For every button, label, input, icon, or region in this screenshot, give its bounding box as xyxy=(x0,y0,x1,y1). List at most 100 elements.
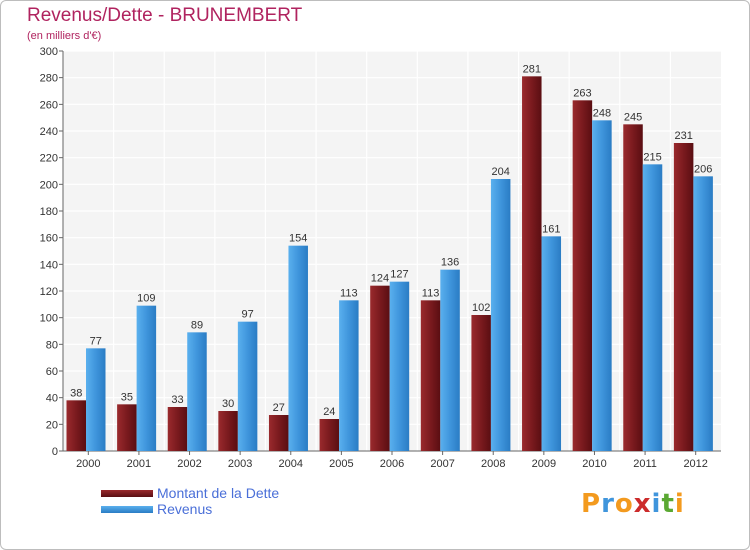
y-tick-label: 40 xyxy=(46,393,58,405)
x-tick-label: 2011 xyxy=(633,458,657,470)
x-tick-label: 2012 xyxy=(683,458,707,470)
y-tick-label: 260 xyxy=(40,99,58,111)
bar-revenus xyxy=(490,179,511,451)
bar-revenus xyxy=(136,305,157,451)
chart-title: Revenus/Dette - BRUNEMBERT xyxy=(27,5,303,26)
data-label: 245 xyxy=(624,111,642,123)
bars xyxy=(66,76,713,452)
x-tick-label: 2004 xyxy=(279,458,303,470)
y-tick-label: 20 xyxy=(46,419,58,431)
data-label: 35 xyxy=(121,391,133,403)
data-label: 24 xyxy=(323,406,335,418)
bar-dette xyxy=(623,124,643,451)
data-label: 38 xyxy=(70,387,82,399)
data-label: 102 xyxy=(472,302,490,314)
data-label: 231 xyxy=(674,130,692,142)
y-tick-label: 180 xyxy=(40,206,58,218)
bar-revenus xyxy=(237,321,258,451)
data-label: 136 xyxy=(441,257,459,269)
data-label: 27 xyxy=(273,402,285,414)
proxiti-logo: Proxiti xyxy=(581,489,685,519)
legend-label-revenus: Revenus xyxy=(157,501,213,517)
x-tick-label: 2010 xyxy=(582,458,606,470)
x-tick-label: 2006 xyxy=(380,458,404,470)
data-label: 30 xyxy=(222,398,234,410)
y-tick-label: 0 xyxy=(52,446,58,458)
data-label: 248 xyxy=(593,107,611,119)
x-tick-label: 2007 xyxy=(430,458,454,470)
y-tick-label: 280 xyxy=(40,73,58,85)
bar-dette xyxy=(370,285,390,451)
bar-dette xyxy=(673,143,694,451)
y-tick-label: 160 xyxy=(40,233,58,245)
data-label: 127 xyxy=(390,269,408,281)
data-label: 113 xyxy=(340,287,358,299)
data-label: 33 xyxy=(171,394,183,406)
x-tick-label: 2001 xyxy=(127,458,151,470)
bar-dette xyxy=(319,419,340,451)
bar-dette xyxy=(268,415,289,451)
y-tick-label: 120 xyxy=(40,286,58,298)
data-label: 109 xyxy=(137,293,155,305)
bar-dette xyxy=(117,404,137,451)
logo-letter: r xyxy=(601,489,615,519)
legend: Montant de la Dette Revenus xyxy=(101,485,279,517)
bar-revenus xyxy=(642,164,663,452)
x-tick-label: 2003 xyxy=(228,458,252,470)
bar-dette xyxy=(420,300,441,451)
logo-letter: x xyxy=(633,489,652,519)
logo-letter: i xyxy=(674,489,685,519)
legend-swatch-dette xyxy=(101,489,153,497)
x-tick-label: 2002 xyxy=(177,458,201,470)
bar-revenus xyxy=(86,348,106,451)
chart-subtitle: (en milliers d'€) xyxy=(27,30,102,42)
bar-dette xyxy=(218,411,238,451)
y-tick-label: 100 xyxy=(40,313,58,325)
bar-revenus xyxy=(339,300,359,451)
x-tick-label: 2000 xyxy=(76,458,100,470)
data-label: 215 xyxy=(643,151,661,163)
data-label: 77 xyxy=(90,335,102,347)
data-label: 281 xyxy=(523,63,541,75)
bar-revenus xyxy=(592,120,612,451)
bar-dette xyxy=(572,100,593,451)
bar-revenus xyxy=(187,332,207,451)
legend-item-revenus: Revenus xyxy=(101,501,279,517)
y-tick-label: 60 xyxy=(46,366,58,378)
data-label: 89 xyxy=(191,319,203,331)
legend-item-dette: Montant de la Dette xyxy=(101,485,279,501)
data-label: 97 xyxy=(241,309,253,321)
y-tick-label: 240 xyxy=(40,126,58,138)
data-label: 204 xyxy=(491,166,509,178)
data-label: 113 xyxy=(422,287,440,299)
y-tick-label: 220 xyxy=(40,153,58,165)
data-label: 161 xyxy=(542,223,560,235)
bar-revenus xyxy=(541,236,562,451)
data-label: 263 xyxy=(573,87,591,99)
y-tick-label: 200 xyxy=(40,179,58,191)
x-tick-label: 2005 xyxy=(329,458,353,470)
data-label: 154 xyxy=(289,233,307,245)
bar-dette xyxy=(471,315,491,451)
logo-letter: t xyxy=(661,489,675,519)
data-label: 124 xyxy=(371,273,389,285)
bar-revenus xyxy=(440,269,460,451)
y-tick-label: 80 xyxy=(46,339,58,351)
bar-dette xyxy=(522,76,542,451)
bar-dette xyxy=(167,407,188,451)
legend-swatch-revenus xyxy=(101,505,153,513)
y-tick-label: 140 xyxy=(40,259,58,271)
bar-dette xyxy=(66,400,86,451)
logo-letter: o xyxy=(614,489,634,519)
logo-letter: i xyxy=(651,489,662,519)
legend-label-dette: Montant de la Dette xyxy=(157,485,280,501)
data-label: 206 xyxy=(694,163,712,175)
bar-revenus xyxy=(693,176,713,452)
logo-letter: P xyxy=(581,489,602,519)
x-tick-label: 2008 xyxy=(481,458,505,470)
bar-revenus xyxy=(288,245,308,451)
data-labels: 38 77 35 109 33 89 30 97 27 154 24 113 124 127 113 136 1… xyxy=(70,63,712,418)
bar-revenus xyxy=(389,281,410,451)
